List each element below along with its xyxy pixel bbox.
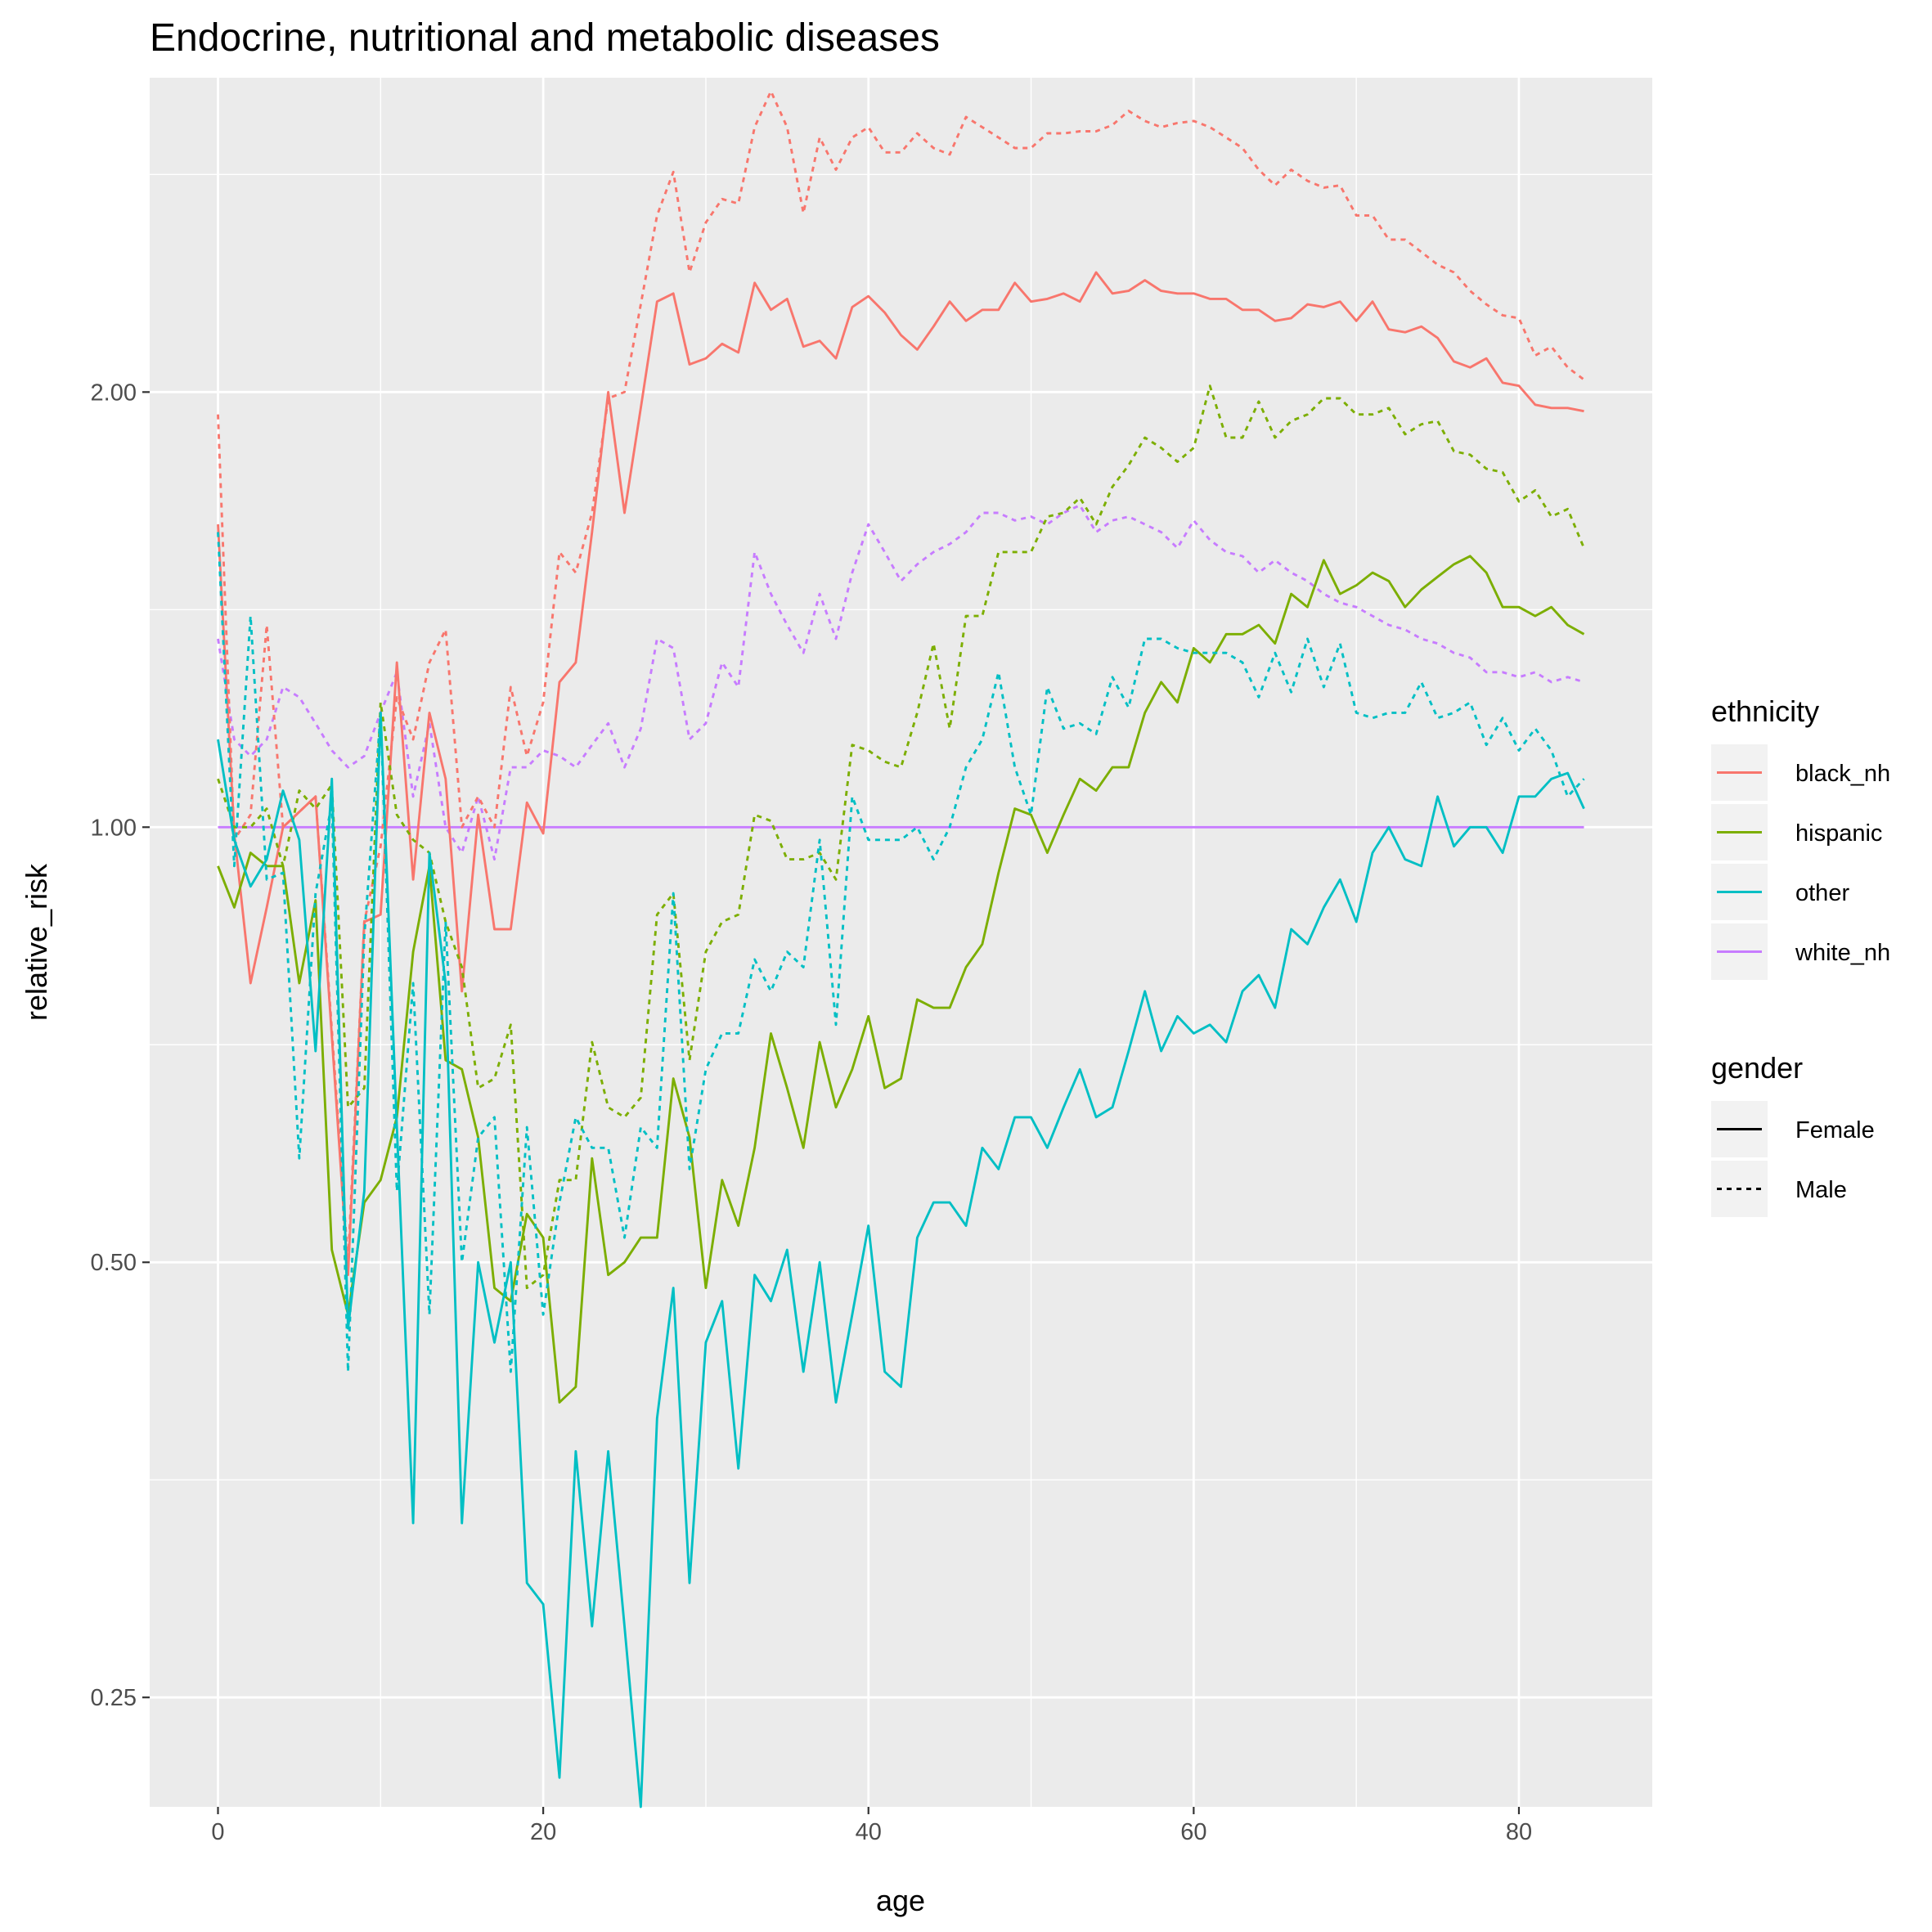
x-tick-label: 0 (211, 1819, 224, 1845)
y-axis-title: relative_risk (20, 863, 53, 1021)
x-axis: 0 20 40 60 80 (211, 1807, 1532, 1845)
minor-gridlines (150, 78, 1652, 1807)
legend-label-male: Male (1795, 1177, 1847, 1203)
legend-gender: gender Female Male (1711, 1051, 1875, 1217)
legend-gender-title: gender (1711, 1051, 1803, 1085)
x-tick-label: 60 (1180, 1819, 1206, 1845)
x-tick-label: 40 (856, 1819, 882, 1845)
y-axis: 0.25 0.50 1.00 2.00 (91, 380, 150, 1711)
x-tick-label: 80 (1506, 1819, 1532, 1845)
y-tick-label: 2.00 (91, 380, 137, 406)
plot-panel (150, 78, 1652, 1807)
y-tick-label: 1.00 (91, 815, 137, 841)
series-line-black-nh-male (217, 90, 1585, 1264)
series-line-black-nh-female (217, 271, 1584, 1277)
y-tick-label: 0.50 (91, 1250, 137, 1276)
legend-label-other: other (1795, 880, 1849, 906)
legend-label-white-nh: white_nh (1795, 940, 1890, 966)
legend-label-hispanic: hispanic (1795, 820, 1882, 847)
legend-label-black-nh: black_nh (1795, 761, 1890, 787)
legend-label-female: Female (1795, 1117, 1875, 1143)
x-tick-label: 20 (530, 1819, 556, 1845)
series-line-hispanic-female (217, 555, 1585, 1404)
chart-title: Endocrine, nutritional and metabolic dis… (150, 16, 940, 60)
series-line-other-female (217, 711, 1585, 1808)
series-line-white-nh-male (217, 504, 1584, 861)
x-axis-title: age (876, 1884, 925, 1917)
series-lines (217, 90, 1585, 1808)
series-line-other-male (217, 532, 1585, 1373)
legend-ethnicity: ethnicity black_nh hispanic other white_nh (1711, 694, 1890, 980)
series-line-hispanic-male (217, 384, 1585, 1290)
legend-ethnicity-title: ethnicity (1711, 694, 1819, 728)
y-tick-label: 0.25 (91, 1685, 137, 1711)
